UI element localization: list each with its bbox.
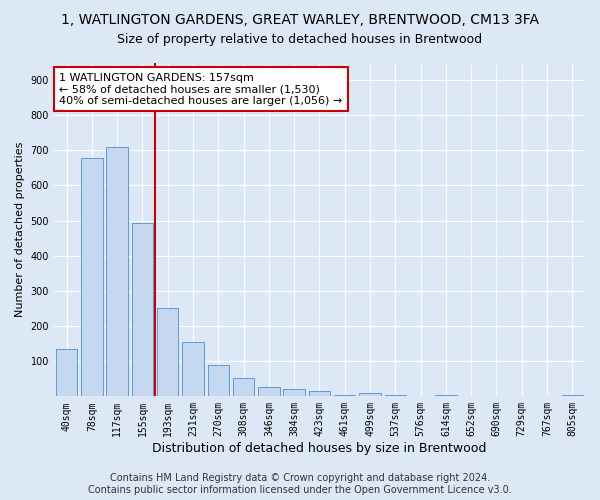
Bar — [157, 308, 178, 396]
Bar — [131, 223, 153, 396]
Text: 1 WATLINGTON GARDENS: 157sqm
← 58% of detached houses are smaller (1,530)
40% of: 1 WATLINGTON GARDENS: 157sqm ← 58% of de… — [59, 72, 343, 106]
Bar — [385, 394, 406, 396]
Bar — [233, 378, 254, 396]
Bar — [106, 147, 128, 396]
Text: Size of property relative to detached houses in Brentwood: Size of property relative to detached ho… — [118, 32, 482, 46]
Bar — [208, 366, 229, 396]
Bar — [309, 391, 330, 396]
Bar — [435, 394, 457, 396]
Bar — [334, 394, 355, 396]
Bar — [258, 387, 280, 396]
Y-axis label: Number of detached properties: Number of detached properties — [15, 142, 25, 317]
Bar — [359, 393, 381, 396]
Text: 1, WATLINGTON GARDENS, GREAT WARLEY, BRENTWOOD, CM13 3FA: 1, WATLINGTON GARDENS, GREAT WARLEY, BRE… — [61, 12, 539, 26]
Bar — [81, 158, 103, 396]
Bar — [283, 388, 305, 396]
Bar — [182, 342, 204, 396]
Text: Contains HM Land Registry data © Crown copyright and database right 2024.
Contai: Contains HM Land Registry data © Crown c… — [88, 474, 512, 495]
Bar — [56, 349, 77, 397]
X-axis label: Distribution of detached houses by size in Brentwood: Distribution of detached houses by size … — [152, 442, 487, 455]
